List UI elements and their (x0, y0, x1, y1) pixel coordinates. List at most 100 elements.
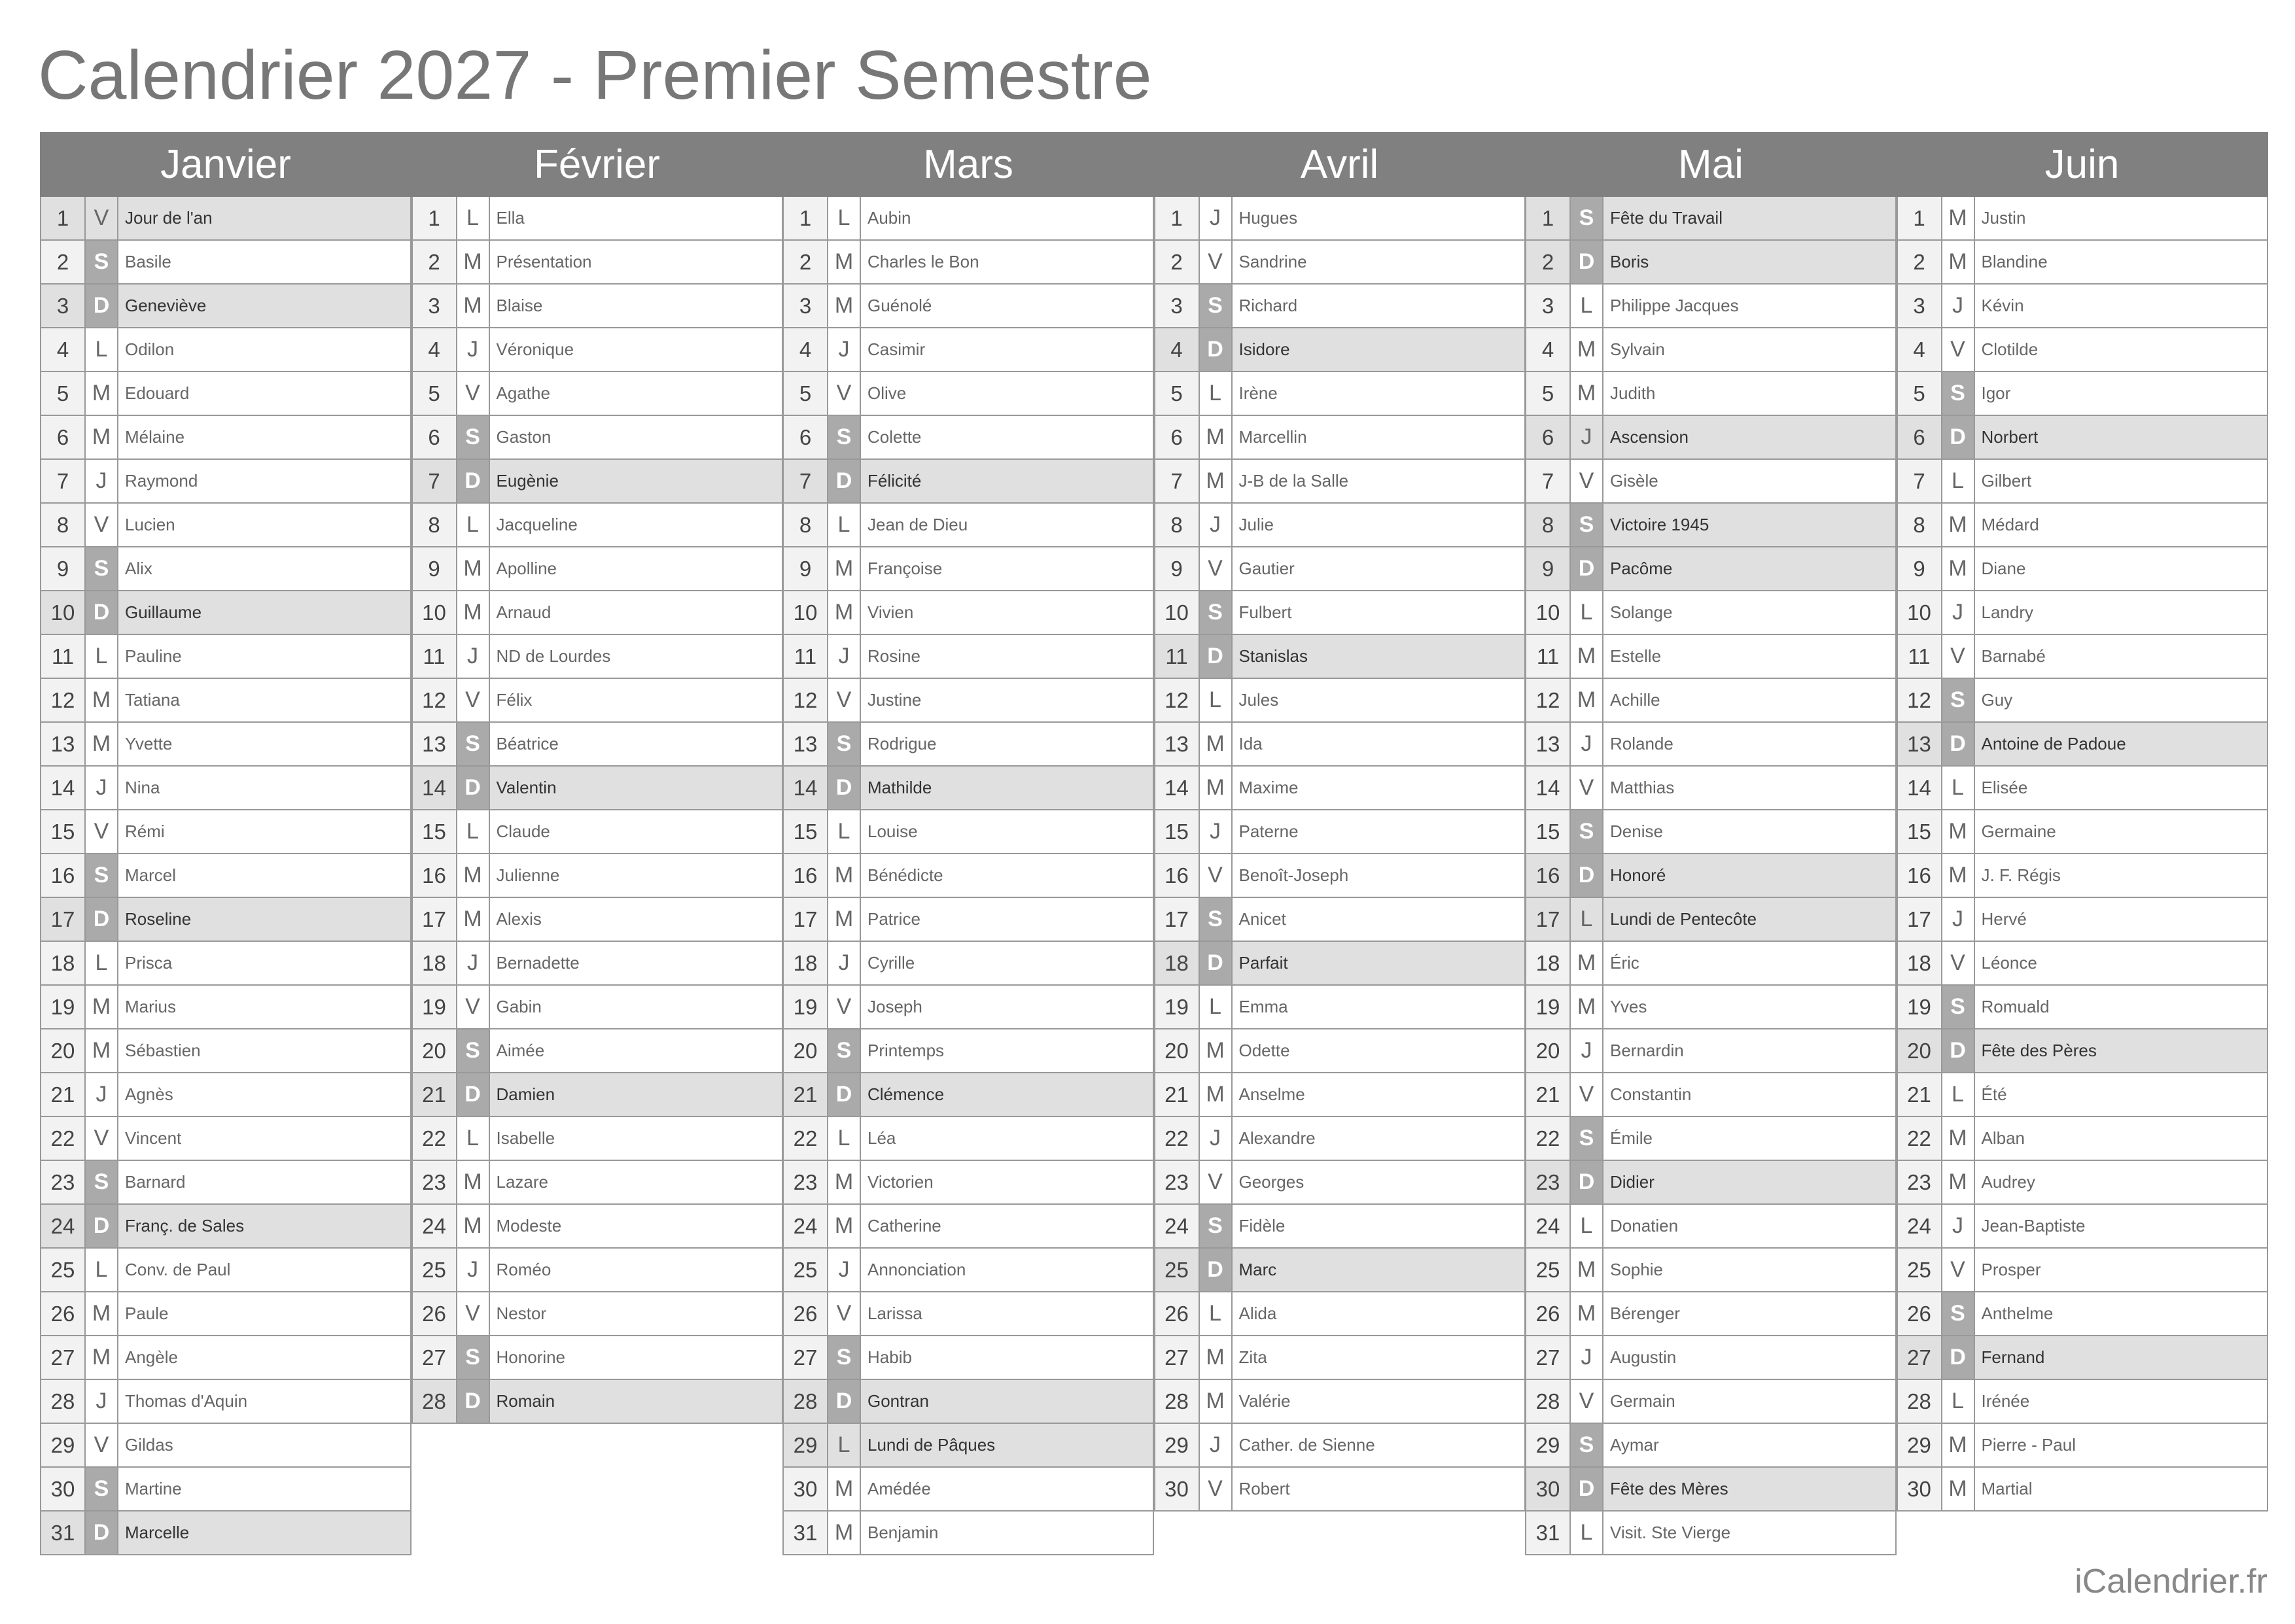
day-row: 21 J Agnès (40, 1073, 412, 1117)
saint-name: Alexis (489, 898, 782, 941)
weekday-letter: L (828, 504, 861, 546)
saint-name: Anthelme (1974, 1292, 2267, 1335)
saint-name: Augustin (1603, 1336, 1895, 1379)
day-row: 15 M Germaine (1896, 810, 2268, 854)
day-row: 12 V Justine (782, 679, 1154, 723)
weekday-letter: M (86, 986, 118, 1028)
weekday-letter: M (1942, 241, 1975, 283)
day-row: 16 S Marcel (40, 854, 412, 898)
saint-name: Valérie (1232, 1380, 1524, 1423)
saint-name: Clotilde (1974, 328, 2267, 371)
day-number: 7 (784, 460, 828, 502)
weekday-letter: D (828, 767, 861, 809)
saint-name: Sébastien (118, 1029, 410, 1072)
saint-name: Annonciation (861, 1249, 1153, 1291)
day-number: 4 (784, 328, 828, 371)
saint-name: Louise (861, 810, 1153, 853)
day-row: 26 L Alida (1153, 1292, 1526, 1336)
saint-name: Pauline (118, 635, 410, 678)
saint-name: Guy (1974, 679, 2267, 721)
weekday-letter: M (86, 1029, 118, 1072)
day-number: 22 (1155, 1117, 1200, 1160)
saint-name: Diane (1974, 547, 2267, 590)
day-number: 3 (1897, 285, 1942, 327)
day-row: 20 S Aimée (411, 1029, 783, 1073)
day-number: 14 (412, 767, 457, 809)
day-row: 28 D Gontran (782, 1380, 1154, 1424)
day-row: 14 M Maxime (1153, 767, 1526, 810)
month-header: Mai (1525, 132, 1897, 197)
day-row: 25 M Sophie (1525, 1249, 1897, 1292)
day-row: 11 V Barnabé (1896, 635, 2268, 679)
day-number: 19 (41, 986, 86, 1028)
weekday-letter: V (1942, 635, 1975, 678)
day-row: 24 J Jean-Baptiste (1896, 1205, 2268, 1249)
day-number: 20 (1526, 1029, 1571, 1072)
saint-name: Léonce (1974, 942, 2267, 984)
weekday-letter: M (86, 416, 118, 458)
day-row: 18 M Éric (1525, 942, 1897, 986)
day-row: 21 M Anselme (1153, 1073, 1526, 1117)
saint-name: Médard (1974, 504, 2267, 546)
day-number: 21 (784, 1073, 828, 1116)
saint-name: Justine (861, 679, 1153, 721)
weekday-letter: M (1199, 767, 1233, 809)
saint-name: Elisée (1974, 767, 2267, 809)
saint-name: Honorine (489, 1336, 782, 1379)
day-number: 2 (412, 241, 457, 283)
weekday-letter: M (1199, 460, 1233, 502)
saint-name: Bernardin (1603, 1029, 1895, 1072)
day-number: 2 (1155, 241, 1200, 283)
saint-name: Basile (118, 241, 410, 283)
day-number: 16 (1526, 854, 1571, 897)
day-number: 9 (1155, 547, 1200, 590)
day-row: 15 L Claude (411, 810, 783, 854)
day-row: 10 D Guillaume (40, 591, 412, 635)
day-row: 13 M Ida (1153, 723, 1526, 767)
day-row: 20 S Printemps (782, 1029, 1154, 1073)
day-row: 29 S Aymar (1525, 1424, 1897, 1468)
day-number: 14 (1155, 767, 1200, 809)
weekday-letter: V (1571, 1073, 1603, 1116)
weekday-letter: M (828, 547, 861, 590)
saint-name: Lundi de Pentecôte (1603, 898, 1895, 941)
day-row: 6 J Ascension (1525, 416, 1897, 460)
weekday-letter: D (828, 1380, 861, 1423)
day-number: 16 (784, 854, 828, 897)
saint-name: Roméo (489, 1249, 782, 1291)
saint-name: Solange (1603, 591, 1895, 634)
day-row: 26 V Larissa (782, 1292, 1154, 1336)
day-row: 1 L Aubin (782, 197, 1154, 241)
saint-name: Martine (118, 1468, 410, 1510)
saint-name: Anselme (1232, 1073, 1524, 1116)
day-number: 1 (1897, 197, 1942, 239)
weekday-letter: J (1199, 1117, 1233, 1160)
day-number: 8 (784, 504, 828, 546)
weekday-letter: M (457, 1161, 490, 1203)
weekday-letter: V (1199, 1468, 1233, 1510)
weekday-letter: L (1942, 767, 1975, 809)
saint-name: Justin (1974, 197, 2267, 239)
day-number: 10 (41, 591, 86, 634)
day-row: 21 V Constantin (1525, 1073, 1897, 1117)
day-row: 3 J Kévin (1896, 285, 2268, 328)
day-row: 28 D Romain (411, 1380, 783, 1424)
weekday-letter: M (1571, 635, 1603, 678)
saint-name: Aymar (1603, 1424, 1895, 1466)
day-row: 9 M Diane (1896, 547, 2268, 591)
weekday-letter: D (86, 1205, 118, 1247)
saint-name: Fidèle (1232, 1205, 1524, 1247)
day-row: 19 V Gabin (411, 986, 783, 1029)
day-row: 14 D Mathilde (782, 767, 1154, 810)
weekday-letter: L (828, 1117, 861, 1160)
day-number: 27 (412, 1336, 457, 1379)
day-number: 13 (1155, 723, 1200, 765)
saint-name: Victoire 1945 (1603, 504, 1895, 546)
weekday-letter: V (828, 1292, 861, 1335)
weekday-letter: M (1571, 942, 1603, 984)
saint-name: Guillaume (118, 591, 410, 634)
day-row: 18 L Prisca (40, 942, 412, 986)
saint-name: Odette (1232, 1029, 1524, 1072)
weekday-letter: M (457, 854, 490, 897)
saint-name: Vivien (861, 591, 1153, 634)
